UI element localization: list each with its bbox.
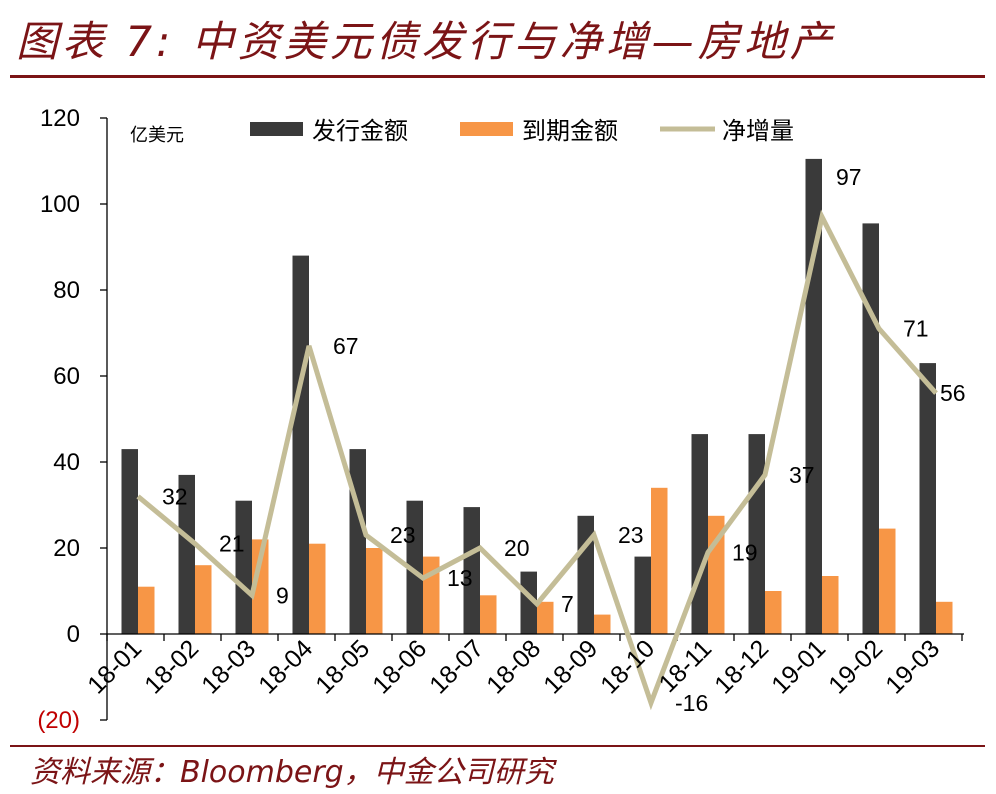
net-increase-data-label: 32 [162, 483, 188, 509]
x-tick-label: 18-04 [253, 634, 318, 699]
x-tick-label: 18-08 [481, 634, 546, 699]
legend: 亿美元 发行金额 到期金额 净增量 [130, 117, 794, 146]
legend-label-maturity: 到期金额 [522, 117, 618, 145]
issuance-bar [748, 434, 765, 634]
x-tick-label: 18-01 [82, 634, 147, 699]
net-increase-data-labels: 32 21 9 67 23 13 20 7 23 -16 19 37 97 71 56 [162, 164, 966, 716]
issuance-bar [406, 500, 423, 634]
net-increase-data-label: 19 [732, 539, 758, 565]
figure-title: 图表 7: 中资美元债发行与净增—房地产 [16, 17, 836, 66]
bar-series [121, 158, 953, 635]
net-increase-line [136, 209, 938, 711]
legend-label-net-increase: 净增量 [722, 117, 794, 145]
net-increase-data-label: 56 [940, 380, 966, 406]
x-tick-label: 18-05 [310, 634, 375, 699]
issuance-bar [463, 507, 480, 634]
issuance-bar [691, 434, 708, 634]
x-tick-label: 19-03 [880, 634, 945, 699]
x-tick-label: 18-02 [139, 634, 204, 699]
y-tick-label: 100 [40, 191, 80, 218]
net-increase-data-label: 23 [390, 522, 416, 548]
x-tick-label: 18-10 [595, 634, 660, 699]
net-increase-data-label: 21 [219, 531, 245, 557]
source-divider [10, 745, 985, 747]
y-tick-label: (20) [37, 707, 80, 734]
maturity-bar [537, 601, 554, 635]
net-increase-data-label: 37 [789, 462, 815, 488]
legend-label-issuance: 发行金额 [312, 117, 408, 145]
maturity-bar [594, 614, 611, 634]
legend-swatch-maturity [460, 122, 513, 136]
issuance-bar [349, 449, 366, 634]
source-note: 资料来源：Bloomberg，中金公司研究 [30, 755, 554, 790]
issuance-bar [121, 449, 138, 634]
y-tick-label: 80 [53, 277, 80, 304]
x-tick-label: 19-02 [823, 634, 888, 699]
issuance-bar [577, 515, 594, 635]
net-increase-data-label: 67 [333, 333, 359, 359]
y-tick-label: 60 [53, 363, 80, 390]
x-tick-label: 18-12 [709, 634, 774, 699]
maturity-bar [138, 586, 155, 634]
y-tick-label: 20 [53, 535, 80, 562]
x-tick-label: 18-03 [196, 634, 261, 699]
legend-swatch-issuance [250, 122, 303, 136]
issuance-bar [520, 571, 537, 634]
maturity-bar [195, 565, 212, 634]
issuance-bar [634, 556, 651, 634]
maturity-bar [936, 601, 953, 635]
maturity-bar [651, 487, 668, 634]
maturity-bar [366, 548, 383, 634]
net-increase-data-label: 9 [276, 582, 289, 608]
issuance-bar [862, 223, 879, 634]
maturity-bar [765, 591, 782, 634]
maturity-bar [309, 543, 326, 634]
maturity-bar [252, 539, 269, 634]
maturity-bar [822, 576, 839, 634]
issuance-bar [178, 474, 195, 634]
y-axis: 120 100 80 60 40 20 0 (20) [37, 105, 108, 734]
net-increase-data-label: 97 [836, 164, 862, 190]
maturity-bar [480, 595, 497, 634]
net-increase-data-label: 7 [561, 591, 574, 617]
issuance-bar [919, 363, 936, 634]
x-tick-label: 19-01 [766, 634, 831, 699]
title-divider [10, 75, 985, 78]
x-tick-labels: 18-0118-0218-0318-0418-0518-0618-0718-08… [82, 634, 945, 699]
net-increase-data-label: 20 [504, 535, 530, 561]
x-tick-label: 18-07 [424, 634, 489, 699]
y-tick-label: 120 [40, 105, 80, 132]
x-tick-label: 18-06 [367, 634, 432, 699]
x-tick-label: 18-09 [538, 634, 603, 699]
net-increase-data-label: 13 [447, 565, 473, 591]
net-increase-data-label: 71 [903, 316, 929, 342]
x-axis [106, 633, 964, 641]
y-tick-label: 0 [67, 621, 80, 648]
net-increase-data-label: -16 [675, 690, 708, 716]
issuance-bar [235, 500, 252, 634]
y-axis-unit-label: 亿美元 [130, 125, 184, 146]
issuance-bar [292, 255, 309, 634]
maturity-bar [879, 528, 896, 634]
net-increase-data-label: 23 [618, 522, 644, 548]
y-tick-label: 40 [53, 449, 80, 476]
